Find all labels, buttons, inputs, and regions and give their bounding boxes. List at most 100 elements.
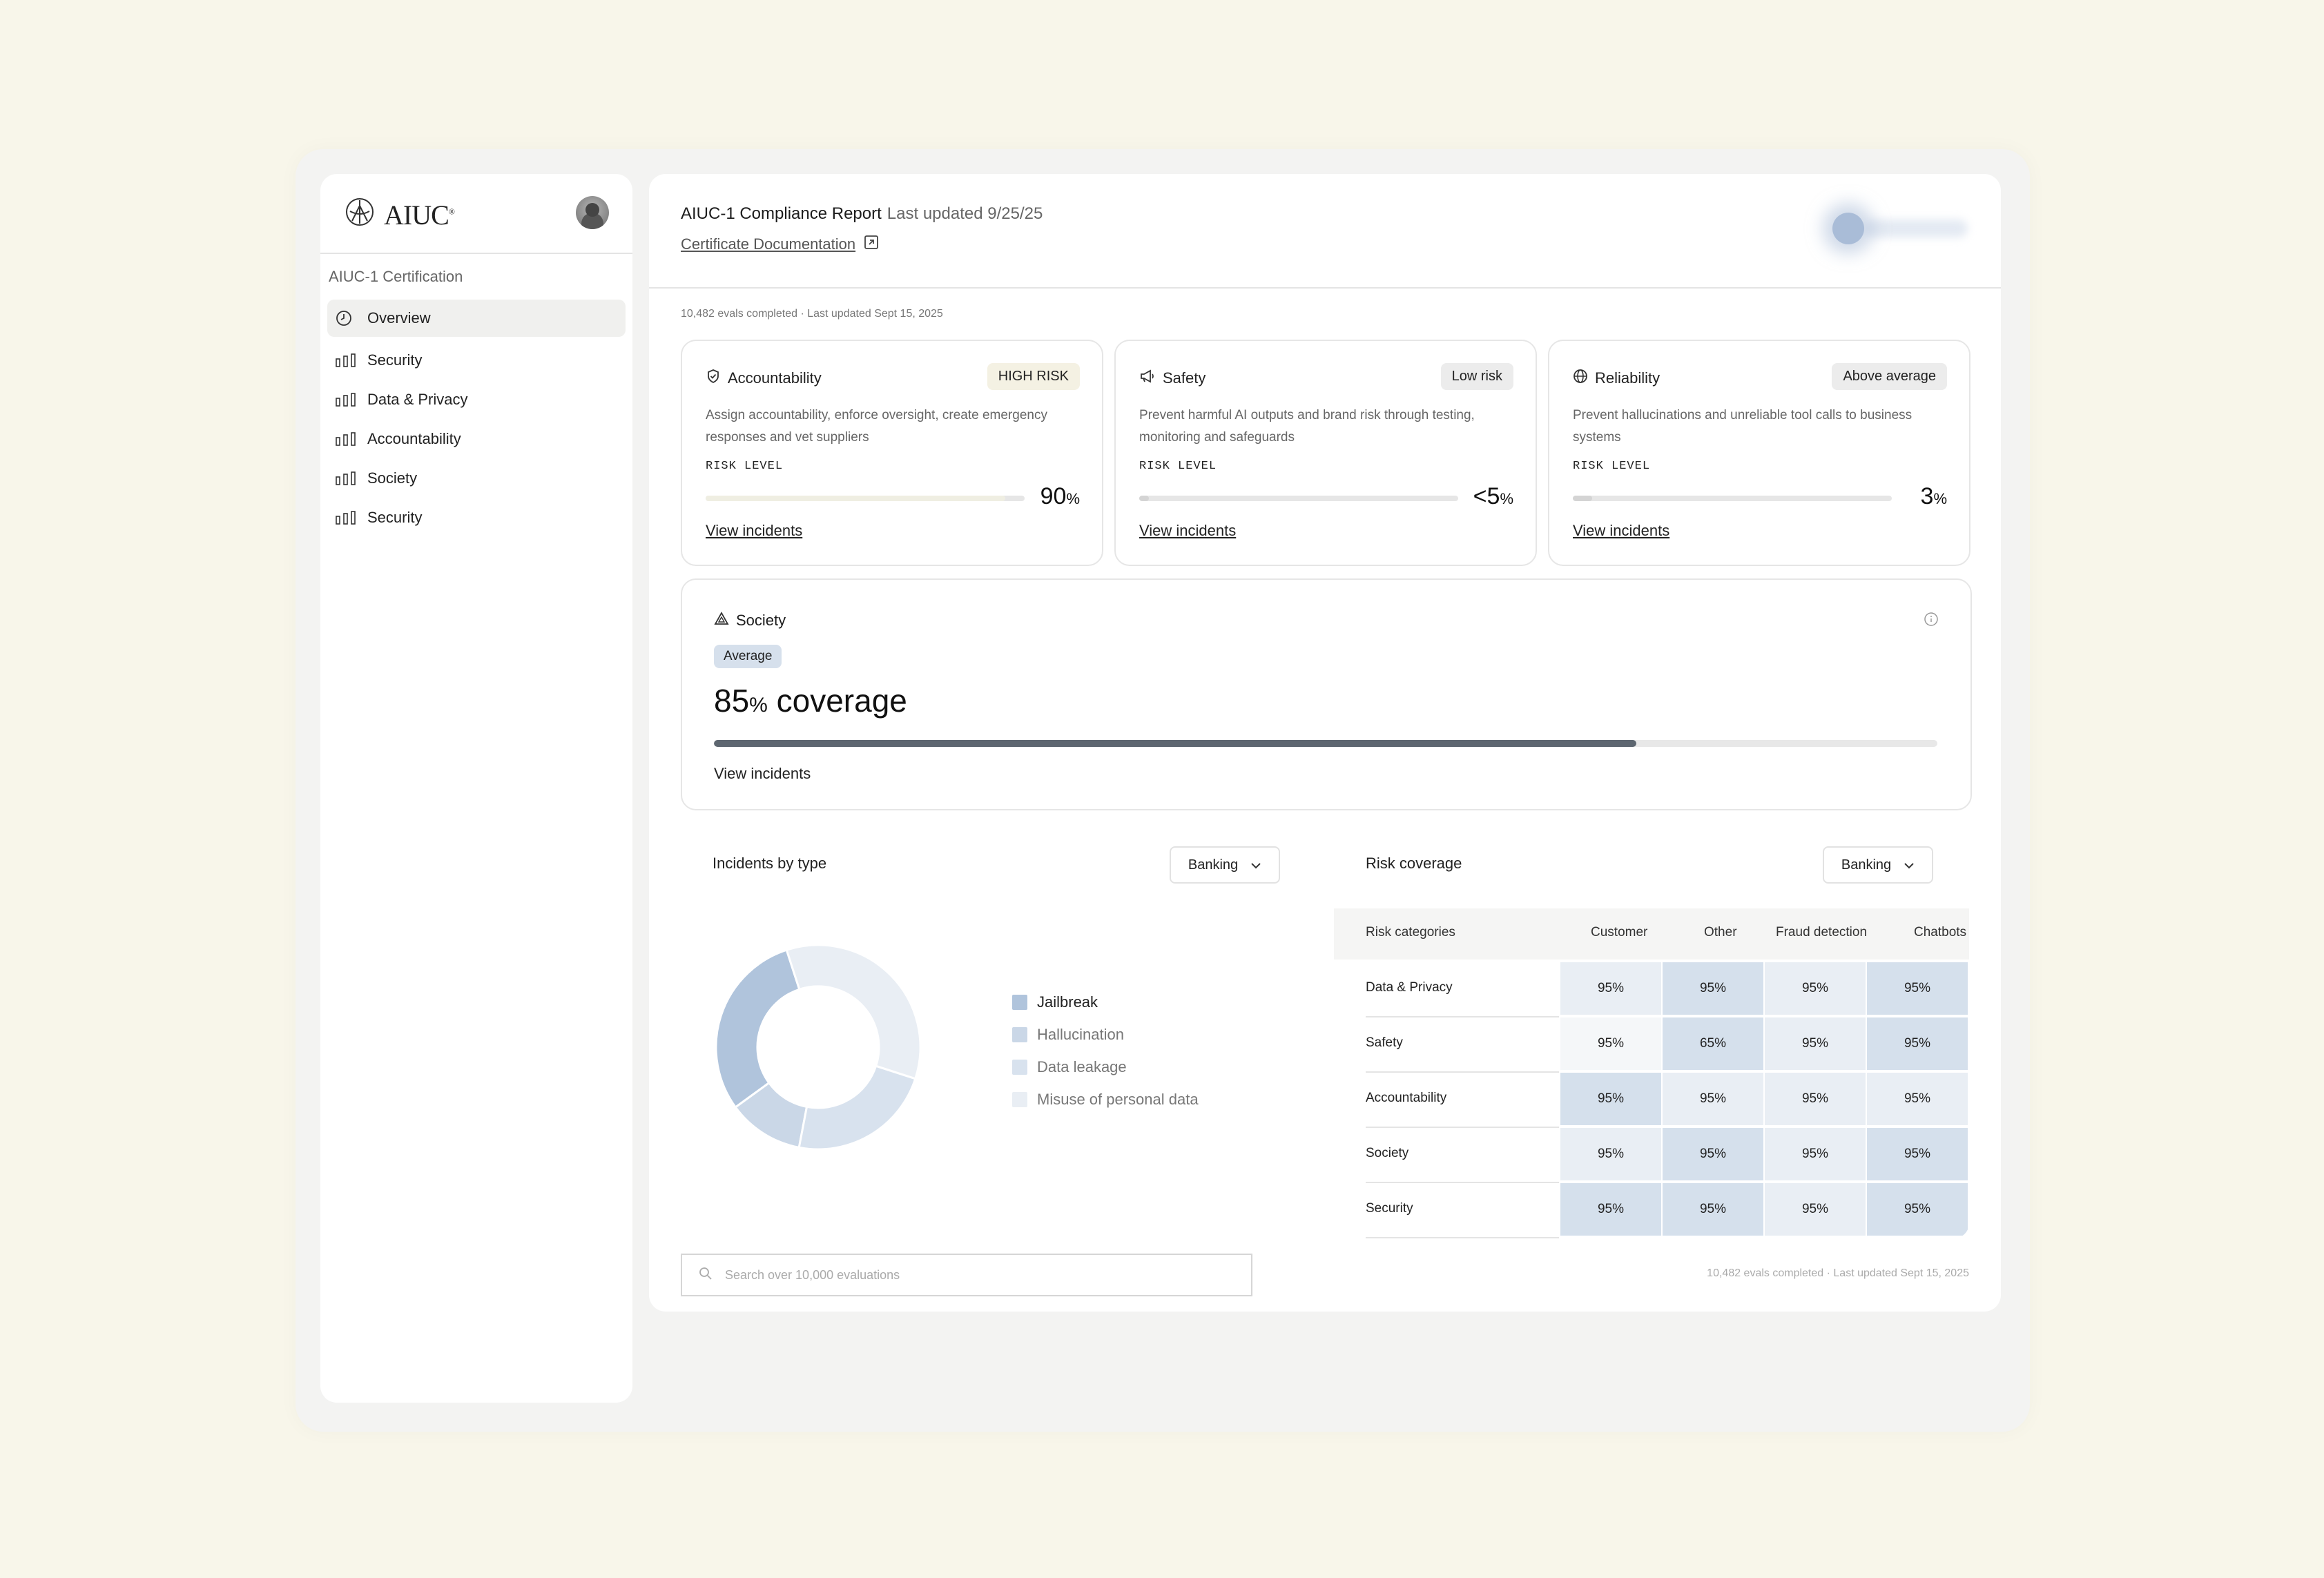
row-divider	[1366, 1127, 1559, 1128]
info-icon[interactable]	[1924, 612, 1939, 630]
card-title: Society	[714, 612, 786, 630]
brand-name: AIUC®	[384, 199, 455, 231]
aiuc-logo-icon	[344, 196, 376, 231]
table-cell: 95%	[1663, 1183, 1763, 1236]
view-incidents-link[interactable]: View incidents	[714, 765, 811, 782]
search-box	[681, 1254, 1252, 1296]
view-incidents-link[interactable]: View incidents	[1573, 522, 1670, 539]
risk-level-bar	[1573, 496, 1892, 501]
risk-level-label: RISK LEVEL	[706, 460, 784, 473]
chevron-down-icon	[1250, 857, 1261, 873]
view-incidents-link[interactable]: View incidents	[1139, 522, 1237, 539]
card-title: Reliability	[1573, 369, 1660, 388]
incidents-filter-dropdown[interactable]: Banking	[1170, 846, 1280, 884]
donut-slice-data-leakage[interactable]	[797, 1064, 917, 1151]
table-cell: 95%	[1663, 962, 1763, 1015]
column-header: Fraud detection	[1776, 925, 1868, 939]
table-cell: 95%	[1765, 1183, 1866, 1236]
legend-swatch	[1012, 1026, 1027, 1042]
sidebar-item-security[interactable]: Security	[327, 341, 626, 380]
risk-level-label: RISK LEVEL	[1573, 460, 1651, 473]
table-cell: 95%	[1663, 1128, 1763, 1180]
sidebar: AIUC® AIUC-1 Certification Overview Secu…	[320, 174, 632, 1403]
risk-badge: Above average	[1832, 363, 1947, 390]
table-row: Accountability 95% 95% 95% 95%	[1334, 1073, 1969, 1128]
chart-legend: Jailbreak Hallucination Data leakage Misuse…	[1012, 986, 1199, 1116]
table-cell: 95%	[1560, 1017, 1661, 1070]
legend-item: Data leakage	[1012, 1051, 1199, 1083]
sidebar-item-data-privacy[interactable]: Data & Privacy	[327, 380, 626, 419]
risk-coverage-table: Risk categories Customer Other Fraud det…	[1334, 908, 1969, 1238]
chevron-down-icon	[1904, 857, 1915, 873]
certificate-documentation-link[interactable]: Certificate Documentation	[681, 235, 879, 254]
shield-check-icon	[706, 369, 721, 388]
donut-slice-misuse-of-personal-data[interactable]	[785, 944, 922, 1080]
search-input[interactable]	[724, 1267, 1210, 1283]
table-cell: 95%	[1867, 1017, 1968, 1070]
bar-chart-icon	[336, 432, 358, 446]
bar-chart-icon	[336, 393, 358, 407]
table-cell: 95%	[1765, 1073, 1866, 1125]
evals-meta-footer: 10,482 evals completed · Last updated Se…	[1707, 1267, 1969, 1279]
sidebar-item-security-2[interactable]: Security	[327, 498, 626, 537]
incidents-title: Incidents by type	[713, 855, 827, 872]
sidebar-item-label: Accountability	[367, 430, 461, 447]
table-cell: 95%	[1560, 1128, 1661, 1180]
table-cell: 95%	[1765, 962, 1866, 1015]
risk-level-label: RISK LEVEL	[1139, 460, 1217, 473]
bar-chart-icon	[336, 511, 358, 525]
legend-swatch	[1012, 1091, 1027, 1107]
sidebar-item-overview[interactable]: Overview	[327, 300, 626, 337]
clock-icon	[336, 310, 358, 327]
column-header: Chatbots	[1914, 925, 1967, 939]
coverage-value: 85% coverage	[714, 683, 907, 719]
sidebar-item-accountability[interactable]: Accountability	[327, 420, 626, 458]
table-cell: 95%	[1560, 1073, 1661, 1125]
legend-item: Misuse of personal data	[1012, 1083, 1199, 1116]
risk-card-safety: Safety Low risk Prevent harmful AI outpu…	[1114, 340, 1537, 566]
sidebar-item-society[interactable]: Society	[327, 459, 626, 498]
table-cell: 95%	[1663, 1073, 1763, 1125]
evals-meta: 10,482 evals completed · Last updated Se…	[681, 308, 943, 320]
view-incidents-link[interactable]: View incidents	[706, 522, 803, 539]
legend-label: Data leakage	[1037, 1058, 1127, 1075]
row-divider	[1366, 1237, 1559, 1238]
row-divider	[1366, 1071, 1559, 1073]
globe-icon	[1573, 369, 1588, 388]
risk-badge: HIGH RISK	[987, 363, 1080, 390]
donut-slice-jailbreak[interactable]	[715, 948, 801, 1109]
risk-percent: 3%	[1920, 483, 1947, 509]
table-cell: 95%	[1867, 1073, 1968, 1125]
row-label: Accountability	[1366, 1091, 1447, 1105]
legend-label: Jailbreak	[1037, 993, 1098, 1011]
last-updated: Last updated 9/25/25	[887, 204, 1043, 223]
legend-item: Jailbreak	[1012, 986, 1199, 1018]
sidebar-item-label: Overview	[367, 309, 431, 327]
risk-badge: Low risk	[1440, 363, 1513, 390]
warning-triangle-icon	[714, 612, 729, 630]
status-indicator	[1823, 206, 1975, 250]
risk-percent: 90%	[1040, 483, 1080, 509]
incidents-donut-chart	[715, 944, 922, 1151]
table-row: Data & Privacy 95% 95% 95% 95%	[1334, 962, 1969, 1017]
avatar[interactable]	[576, 196, 609, 229]
legend-swatch	[1012, 1059, 1027, 1075]
sidebar-item-label: Society	[367, 469, 418, 487]
card-description: Prevent harmful AI outputs and brand ris…	[1139, 408, 1475, 445]
row-label: Security	[1366, 1201, 1413, 1216]
legend-item: Hallucination	[1012, 1018, 1199, 1051]
row-label: Society	[1366, 1146, 1409, 1160]
risk-coverage-filter-dropdown[interactable]: Banking	[1823, 846, 1933, 884]
risk-level-bar	[706, 496, 1025, 501]
table-row: Society 95% 95% 95% 95%	[1334, 1128, 1969, 1183]
legend-label: Misuse of personal data	[1037, 1090, 1199, 1108]
donut-slice-hallucination[interactable]	[734, 1081, 808, 1149]
card-description: Assign accountability, enforce oversight…	[706, 408, 1047, 445]
sidebar-item-label: Security	[367, 509, 423, 526]
table-cell: 95%	[1560, 1183, 1661, 1236]
card-title: Safety	[1139, 369, 1205, 388]
sidebar-nav: Overview Security Data & Privacy Account…	[327, 300, 626, 538]
sidebar-item-label: Security	[367, 351, 423, 369]
coverage-bar	[714, 740, 1937, 747]
table-cell: 95%	[1560, 962, 1661, 1015]
